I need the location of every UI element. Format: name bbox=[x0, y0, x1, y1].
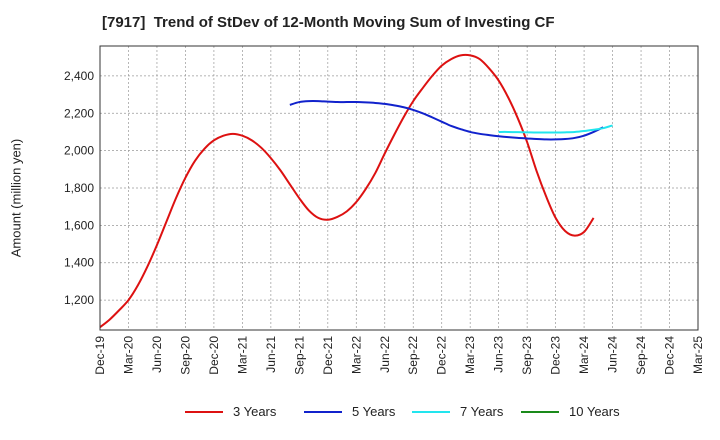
x-tick-label: Dec-22 bbox=[435, 336, 449, 375]
plot-area-frame bbox=[99, 45, 699, 331]
x-tick-label: Mar-24 bbox=[577, 336, 591, 374]
x-tick-label: Jun-22 bbox=[378, 336, 392, 373]
series-line-7-years bbox=[498, 124, 613, 134]
y-tick-label: 1,200 bbox=[64, 293, 94, 307]
legend-swatch bbox=[304, 410, 342, 413]
x-tick-label: Jun-23 bbox=[492, 336, 506, 373]
x-tick-label: Sep-21 bbox=[292, 336, 306, 375]
x-tick-label: Sep-23 bbox=[520, 336, 534, 375]
grid-lines bbox=[99, 46, 699, 330]
y-tick-label: 2,000 bbox=[64, 144, 94, 158]
legend-swatch bbox=[521, 410, 559, 413]
x-tick-label: Sep-20 bbox=[178, 336, 192, 375]
y-tick-label: 2,200 bbox=[64, 106, 94, 120]
x-tick-label: Mar-22 bbox=[349, 336, 363, 374]
legend-item-3-years: 3 Years bbox=[185, 404, 276, 419]
x-tick-label: Sep-22 bbox=[406, 336, 420, 375]
y-tick-labels: 1,200 1,400 1,600 1,800 2,000 2,200 2,400 bbox=[64, 69, 94, 307]
legend-item-10-years: 10 Years bbox=[521, 404, 620, 419]
x-tick-label: Mar-25 bbox=[691, 336, 705, 374]
x-tick-label: Dec-20 bbox=[207, 336, 221, 375]
x-tick-label: Dec-23 bbox=[549, 336, 563, 375]
y-tick-label: 1,800 bbox=[64, 181, 94, 195]
x-tick-label: Mar-21 bbox=[235, 336, 249, 374]
legend-item-7-years: 7 Years bbox=[412, 404, 503, 419]
legend-item-5-years: 5 Years bbox=[304, 404, 395, 419]
y-tick-label: 1,600 bbox=[64, 218, 94, 232]
legend-label: 7 Years bbox=[460, 404, 504, 419]
x-tick-label: Jun-24 bbox=[606, 336, 620, 373]
legend-label: 5 Years bbox=[352, 404, 396, 419]
x-tick-label: Dec-21 bbox=[321, 336, 335, 375]
x-tick-labels: Dec-19 Mar-20 Jun-20 Sep-20 Dec-20 Mar-21 Jun-… bbox=[93, 336, 705, 375]
x-tick-label: Mar-20 bbox=[121, 336, 135, 374]
legend-swatch bbox=[412, 410, 450, 413]
legend-label: 10 Years bbox=[569, 404, 620, 419]
x-tick-label: Dec-24 bbox=[663, 336, 677, 375]
legend-swatch bbox=[185, 410, 223, 413]
x-tick-label: Jun-21 bbox=[264, 336, 278, 373]
x-tick-label: Dec-19 bbox=[93, 336, 107, 375]
chart-legend: 3 Years 5 Years 7 Years 10 Years bbox=[0, 404, 720, 426]
y-tick-label: 2,400 bbox=[64, 69, 94, 83]
legend-label: 3 Years bbox=[233, 404, 277, 419]
x-tick-label: Mar-23 bbox=[463, 336, 477, 374]
series-lines bbox=[99, 53, 613, 328]
y-tick-label: 1,400 bbox=[64, 256, 94, 270]
chart-title: [7917] Trend of StDev of 12-Month Moving… bbox=[102, 14, 555, 31]
series-line-5-years bbox=[289, 100, 604, 141]
x-tick-label: Sep-24 bbox=[634, 336, 648, 375]
series-line-3-years bbox=[99, 53, 595, 328]
x-tick-label: Jun-20 bbox=[150, 336, 164, 373]
